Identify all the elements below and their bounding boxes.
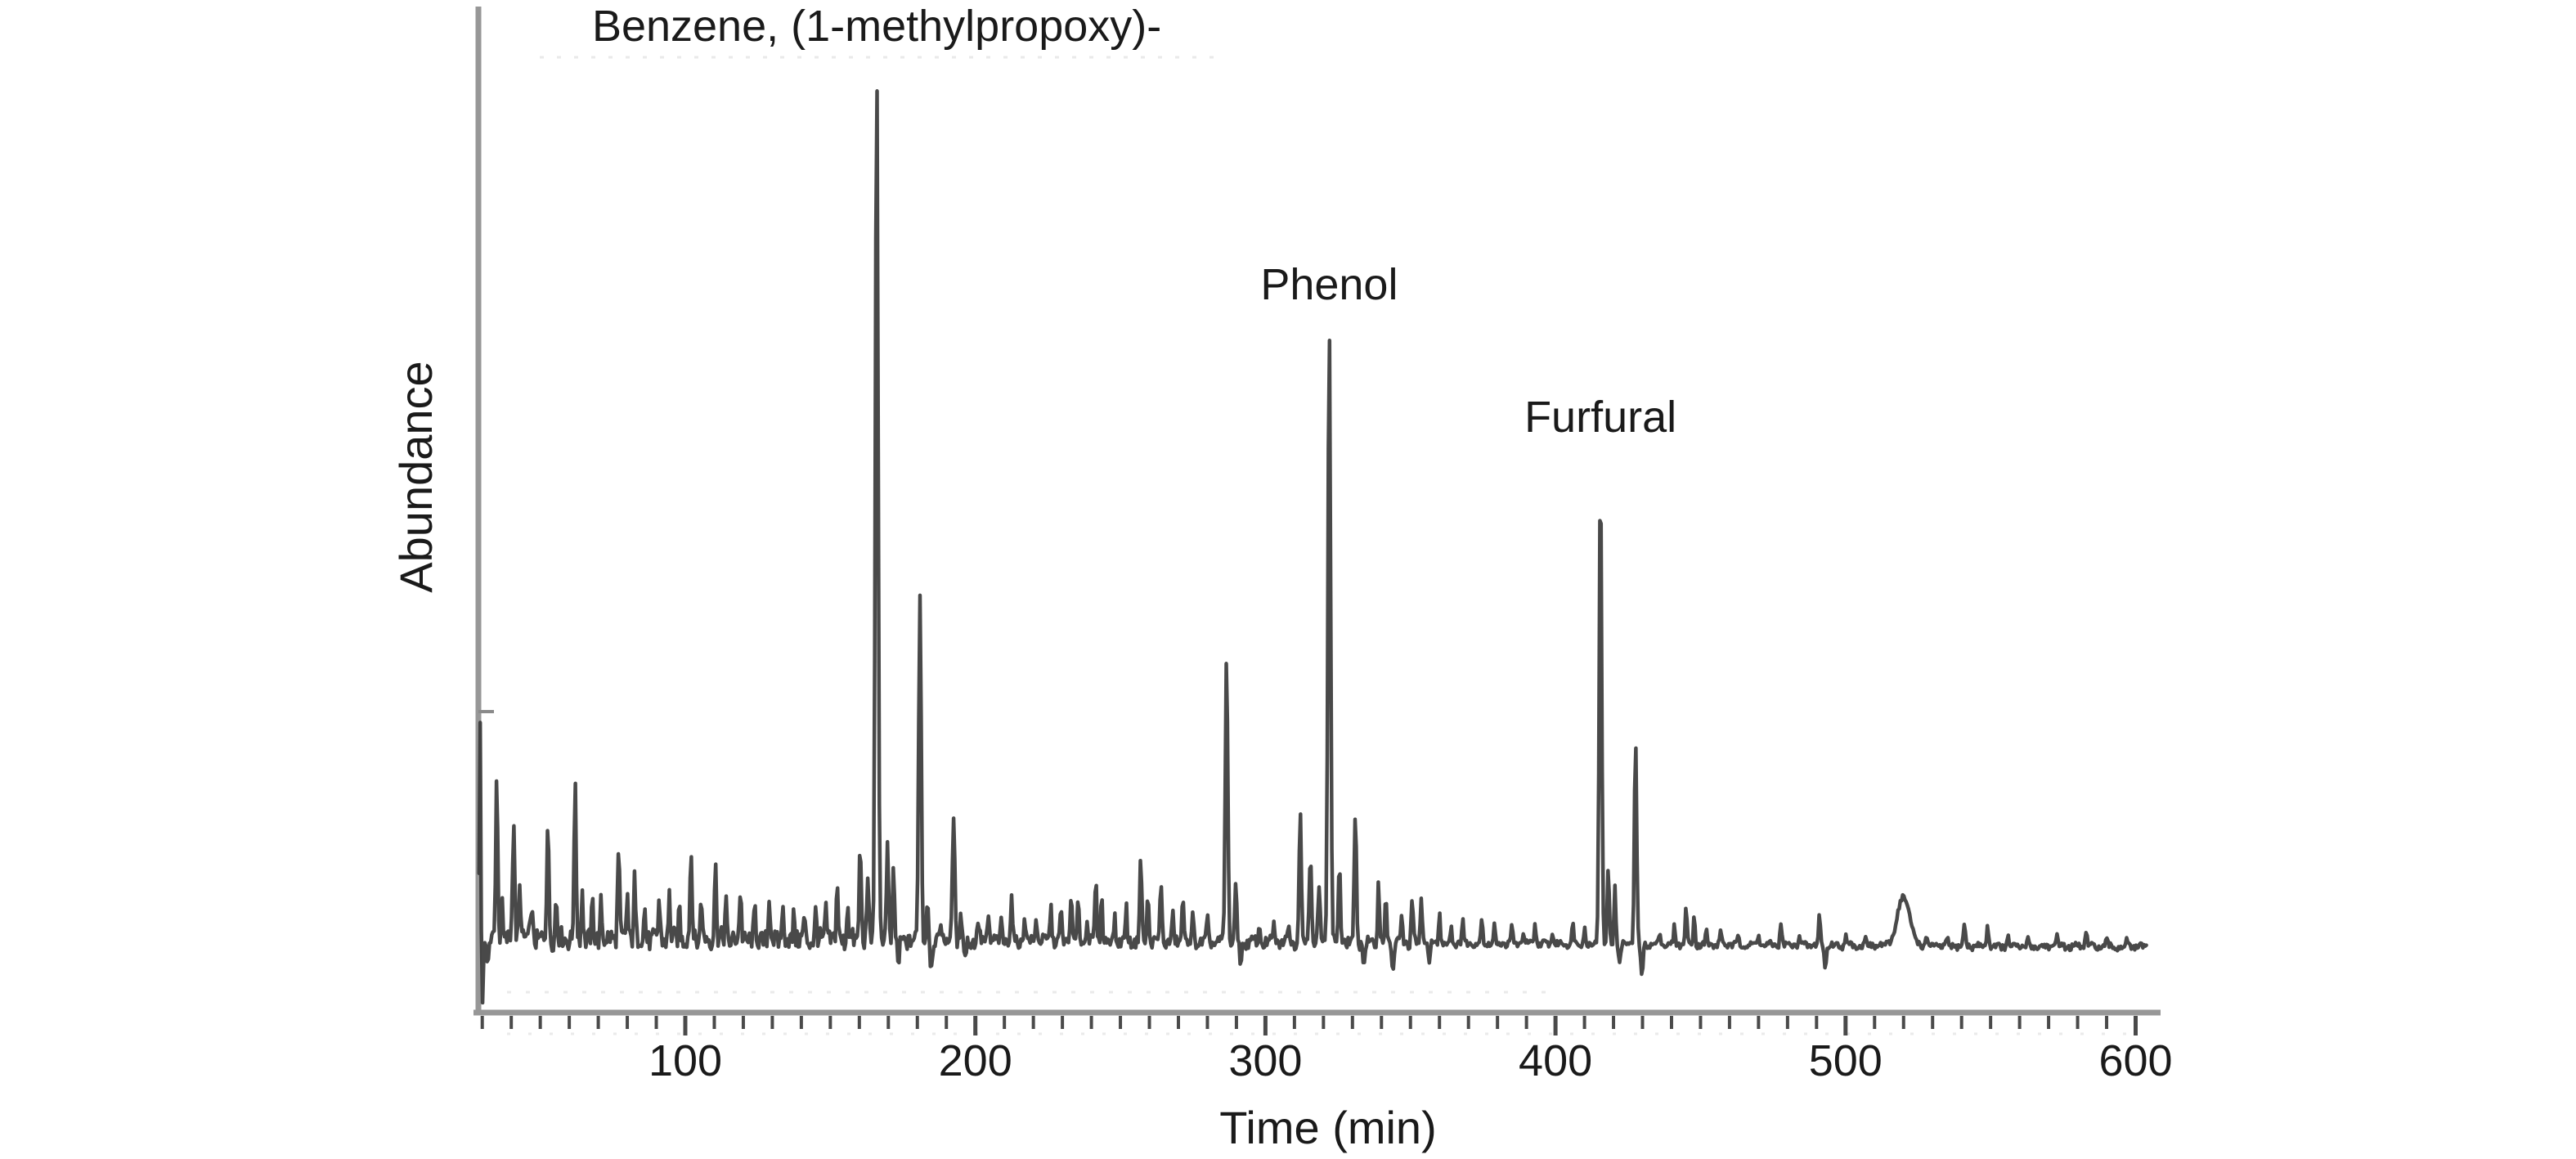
x-tick-label: 100: [648, 1036, 722, 1085]
x-axis-title: Time (min): [1219, 1102, 1436, 1153]
peak-label-phenol: Phenol: [1260, 260, 1398, 309]
x-axis-ticks: [480, 1016, 2138, 1035]
y-axis-title: Abundance: [390, 361, 442, 592]
x-tick-label: 400: [1519, 1036, 1592, 1085]
x-tick-label: 500: [1809, 1036, 1883, 1085]
x-tick-label: 600: [2098, 1036, 2172, 1085]
scan-artifacts: [507, 56, 2126, 1035]
peak-label-furfural: Furfural: [1524, 393, 1676, 442]
chromatogram-trace: [477, 89, 2148, 1005]
x-axis-tick-labels: 100 200 300 400 500 600: [648, 1036, 2173, 1085]
peak-label-benzene-1-methylpropoxy: Benzene, (1-methylpropoxy)-: [592, 2, 1161, 51]
x-tick-label: 300: [1228, 1036, 1302, 1085]
x-tick-label: 200: [939, 1036, 1012, 1085]
axes: [473, 7, 2161, 1016]
